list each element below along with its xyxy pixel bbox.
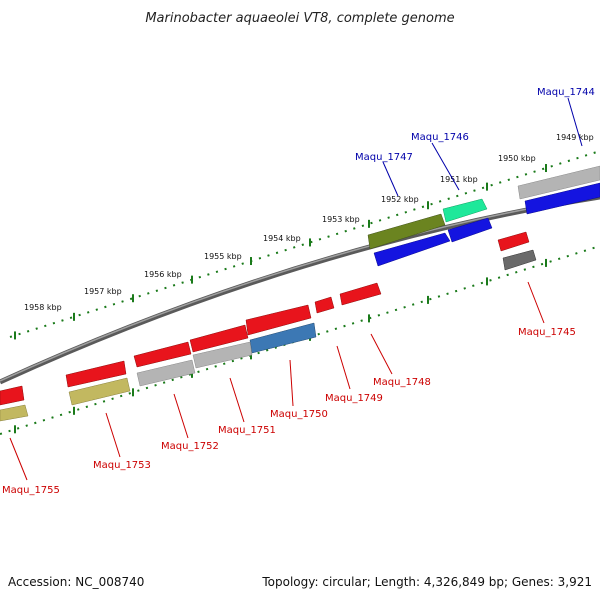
gene-label-maqu-1748[interactable]: Maqu_1748 (373, 377, 431, 388)
kbp-label: 1956 kbp (144, 270, 182, 279)
gene-label-maqu-1745[interactable]: Maqu_1745 (518, 327, 576, 338)
accession-text: Accession: NC_008740 (8, 575, 144, 589)
gene-arrow[interactable] (245, 304, 312, 336)
kbp-label: 1955 kbp (204, 252, 242, 261)
genome-backbone (0, 194, 600, 385)
gene-arrow[interactable] (0, 385, 25, 406)
kbp-label: 1949 kbp (556, 133, 594, 142)
gene-arrow[interactable] (65, 360, 127, 388)
kbp-label: 1957 kbp (84, 287, 122, 296)
kbp-labels: 1949 kbp 1950 kbp 1951 kbp 1952 kbp 1953… (24, 133, 594, 312)
gene-arrow[interactable] (314, 296, 335, 314)
map-title: Marinobacter aquaeolei VT8, complete gen… (145, 11, 454, 26)
gene-label-maqu-1753[interactable]: Maqu_1753 (93, 460, 151, 471)
gene-label-maqu-1744[interactable]: Maqu_1744 (537, 87, 595, 98)
label-connectors (9, 97, 583, 481)
gene-label-maqu-1746[interactable]: Maqu_1746 (411, 132, 469, 143)
gene-arrow-maqu-1753[interactable] (68, 377, 131, 406)
gene-arrow[interactable] (373, 232, 451, 267)
gene-arrow-maqu-1748[interactable] (339, 282, 382, 306)
gene-arrow[interactable] (497, 231, 530, 252)
gene-arrow[interactable] (133, 341, 192, 368)
gene-arrow-maqu-1751[interactable] (192, 341, 253, 369)
gene-arrow[interactable] (447, 217, 493, 243)
forward-strand-genes (0, 165, 600, 422)
gene-arrow-maqu-1745[interactable] (502, 249, 537, 271)
gene-label-maqu-1752[interactable]: Maqu_1752 (161, 441, 219, 452)
topology-text: Topology: circular; Length: 4,326,849 bp… (261, 575, 592, 589)
gene-arrow-maqu-1746[interactable] (442, 198, 488, 223)
kbp-label: 1953 kbp (322, 215, 360, 224)
gene-arrow-maqu-1747[interactable] (367, 213, 446, 250)
kbp-label: 1952 kbp (381, 195, 419, 204)
gene-arrow[interactable] (524, 182, 600, 215)
gene-label-maqu-1747[interactable]: Maqu_1747 (355, 152, 413, 163)
kbp-label: 1958 kbp (24, 303, 62, 312)
gene-arrow-maqu-1750[interactable] (249, 322, 317, 354)
kbp-label: 1950 kbp (498, 154, 536, 163)
gene-labels: Maqu_1744 Maqu_1745 Maqu_1746 Maqu_1747 … (2, 87, 595, 496)
gene-arrow-maqu-1755[interactable] (0, 404, 29, 422)
lower-tick-row (0, 245, 600, 435)
gene-label-maqu-1749[interactable]: Maqu_1749 (325, 393, 383, 404)
gene-arrow[interactable] (517, 165, 600, 200)
gene-label-maqu-1750[interactable]: Maqu_1750 (270, 409, 328, 420)
gene-label-maqu-1751[interactable]: Maqu_1751 (218, 425, 276, 436)
kbp-label: 1951 kbp (440, 175, 478, 184)
gene-label-maqu-1755[interactable]: Maqu_1755 (2, 485, 60, 496)
gene-arrow-maqu-1752[interactable] (136, 359, 196, 387)
kbp-label: 1954 kbp (263, 234, 301, 243)
gene-arrow[interactable] (189, 324, 249, 353)
